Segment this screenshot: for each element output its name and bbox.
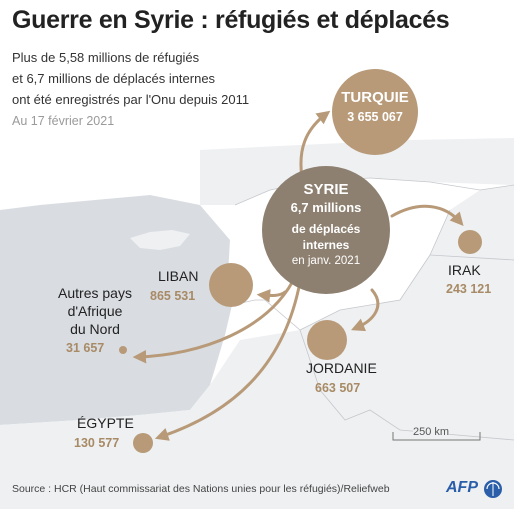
afrique-nord-name-line1: Autres pays	[58, 285, 132, 301]
afp-logo-text: AFP	[446, 479, 478, 496]
date-label: Au 17 février 2021	[12, 114, 115, 128]
circle-syrie	[262, 166, 390, 294]
page-title: Guerre en Syrie : réfugiés et déplacés	[12, 6, 450, 34]
liban-name: LIBAN	[158, 268, 199, 284]
egypte-value: 130 577	[74, 436, 120, 450]
circle-afrique-nord	[119, 346, 127, 354]
liban-value: 865 531	[150, 289, 196, 303]
eastern-land	[0, 185, 514, 509]
mediterranean-sea	[0, 195, 232, 425]
jordanie-name: JORDANIE	[306, 360, 377, 376]
irak-value: 243 121	[446, 282, 492, 296]
jordanie-value: 663 507	[315, 381, 361, 395]
afp-logo	[484, 480, 502, 498]
afrique-nord-value: 31 657	[66, 341, 105, 355]
afrique-nord-name-line2: d'Afrique	[67, 303, 123, 319]
scale-label: 250 km	[413, 426, 450, 438]
syrie-name: SYRIE	[303, 181, 349, 198]
afrique-nord-name-line3: du Nord	[70, 321, 120, 337]
arrow-to-afrique-nord	[132, 273, 298, 364]
syrie-date: en janv. 2021	[291, 255, 361, 267]
syrie-label-line2: internes	[302, 238, 350, 252]
irak-name: IRAK	[448, 262, 481, 278]
cyprus-island	[130, 230, 190, 250]
circle-egypte	[133, 433, 153, 453]
circle-jordanie	[307, 320, 347, 360]
circle-liban	[209, 263, 253, 307]
circle-irak	[458, 230, 482, 254]
source-note: Source : HCR (Haut commissariat des Nati…	[12, 483, 390, 495]
egypte-name: ÉGYPTE	[77, 415, 134, 431]
arrow-to-egypte	[154, 280, 302, 441]
scale-bar	[392, 432, 481, 441]
turquie-value: 3 655 067	[347, 110, 403, 124]
arrow-to-turquie	[299, 110, 331, 180]
subtitle-line-1: Plus de 5,58 millions de réfugiés	[12, 50, 200, 65]
arrow-to-jordanie	[351, 288, 380, 332]
syrie-label-line1: de déplacés	[291, 222, 361, 236]
turquie-name: TURQUIE	[341, 89, 409, 106]
arrow-to-irak	[390, 204, 464, 227]
subtitle-line-3: ont été enregistrés par l'Onu depuis 201…	[12, 92, 250, 107]
syrie-value: 6,7 millions	[290, 200, 362, 215]
flow-arrows	[132, 110, 464, 441]
subtitle-line-2: et 6,7 millions de déplacés internes	[12, 71, 216, 86]
circle-turquie	[332, 69, 418, 155]
